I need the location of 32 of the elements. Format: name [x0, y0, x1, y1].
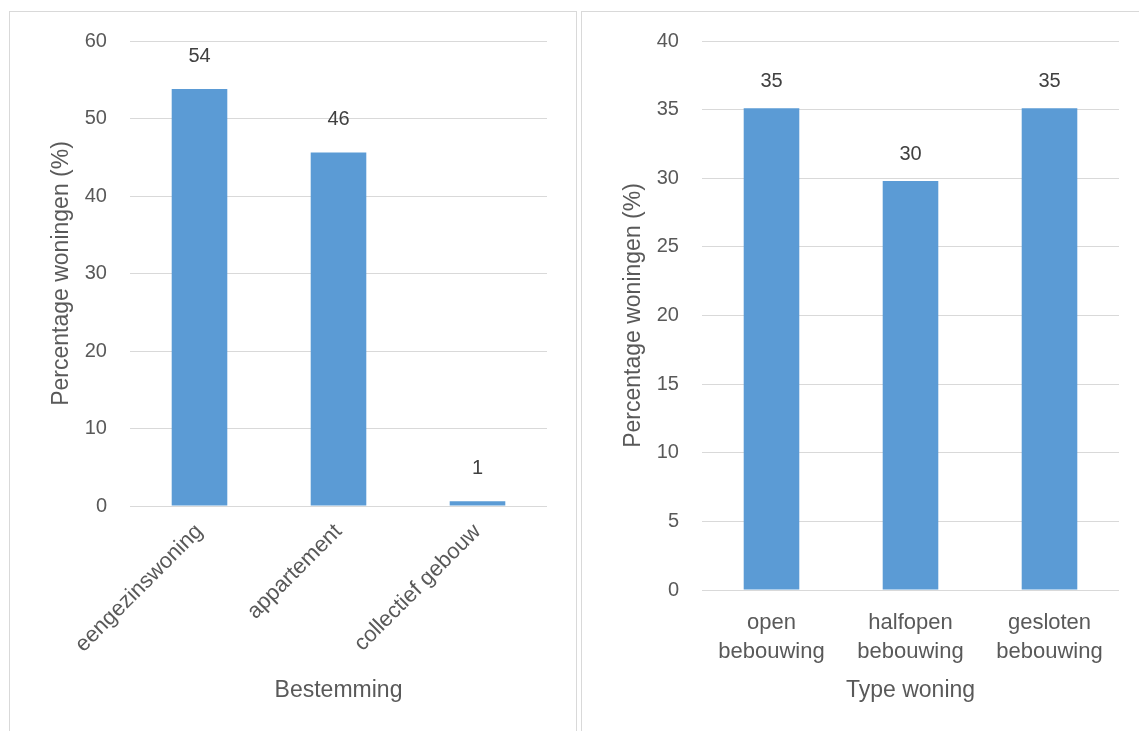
y-tick-label: 25	[656, 234, 679, 257]
x-axis-title: Type woning	[845, 675, 976, 702]
y-tick-label: 5	[667, 508, 679, 531]
y-tick-label: 40	[84, 183, 107, 206]
data-label: 35	[1038, 68, 1061, 91]
y-tick-label: 15	[656, 371, 679, 394]
y-tick-label: 60	[84, 28, 107, 51]
y-tick-label: 0	[95, 493, 107, 516]
y-tick-label: 50	[84, 106, 107, 129]
y-tick-label: 0	[667, 577, 679, 600]
y-tick-label: 30	[84, 261, 107, 284]
data-label: 35	[760, 68, 783, 91]
y-tick-label: 20	[84, 338, 107, 361]
x-tick-label: halfopen bebouwing	[857, 609, 964, 663]
x-tick-label: gesloten bebouwing	[996, 609, 1103, 663]
y-axis-title: Percentage woningen (%)	[47, 141, 74, 406]
data-label: 30	[899, 141, 922, 164]
bar	[171, 89, 228, 506]
x-axis-title: Bestemming	[274, 675, 403, 702]
data-label: 54	[188, 43, 211, 66]
y-tick-label: 30	[656, 165, 679, 188]
bar	[449, 501, 506, 506]
y-tick-label: 10	[656, 440, 679, 463]
y-tick-label: 35	[656, 97, 679, 120]
data-label: 1	[471, 455, 484, 478]
x-tick-label: open bebouwing	[718, 609, 825, 663]
data-label: 46	[327, 107, 350, 130]
y-tick-label: 40	[656, 28, 679, 51]
y-axis-title: Percentage woningen (%)	[619, 183, 646, 448]
y-tick-label: 20	[656, 303, 679, 326]
y-tick-label: 10	[84, 416, 107, 439]
bar	[310, 152, 367, 506]
